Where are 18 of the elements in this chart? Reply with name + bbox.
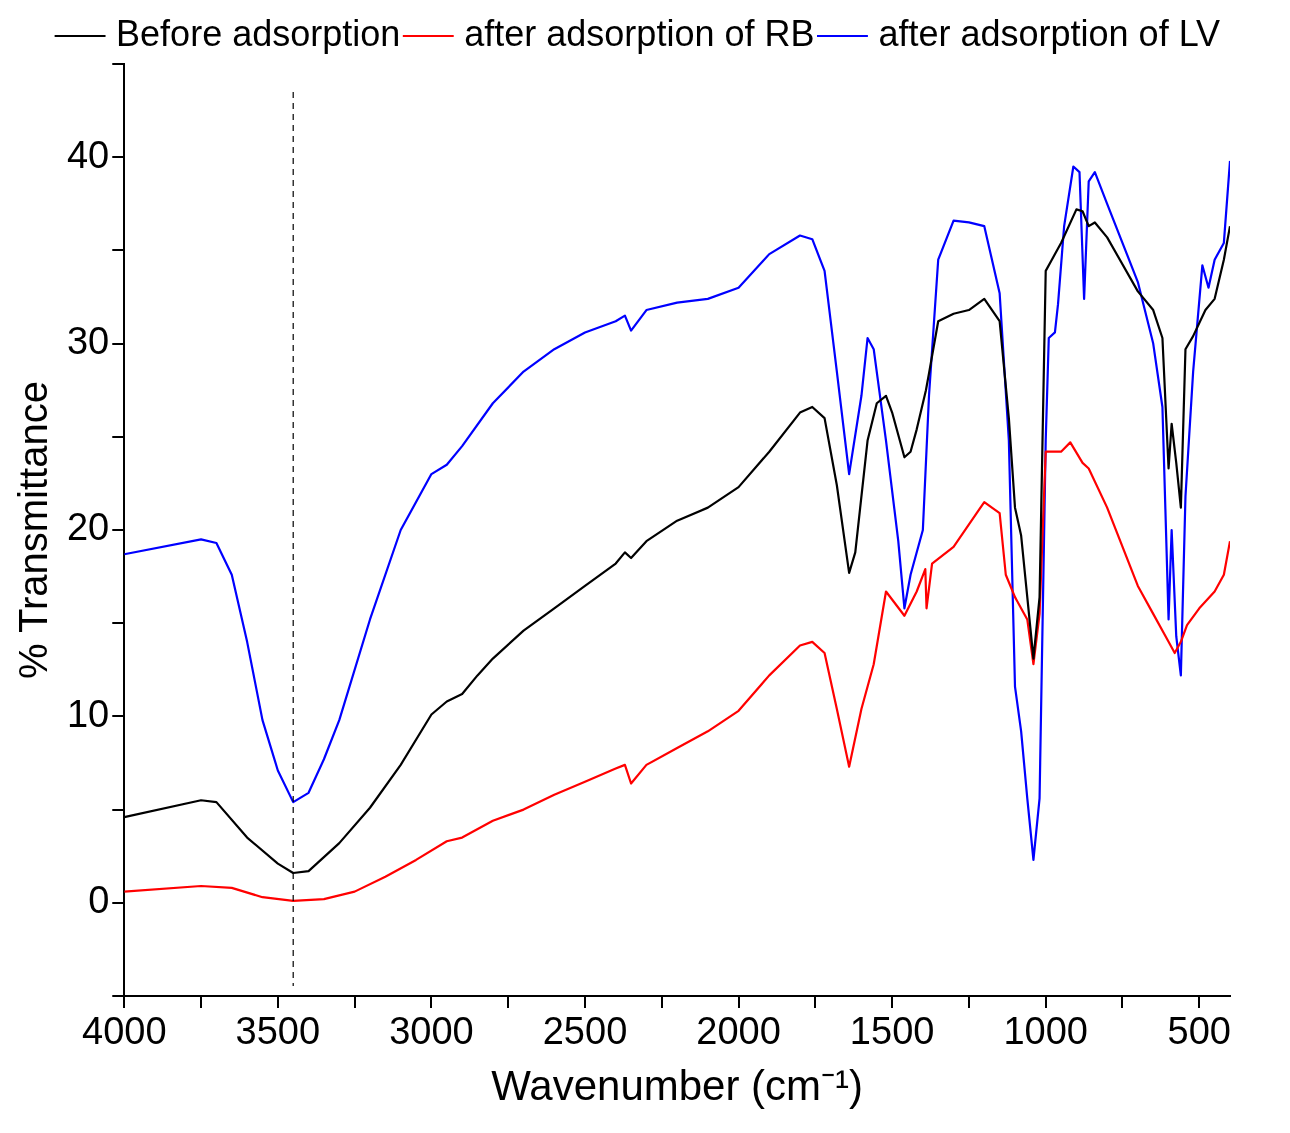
y-tick-label: 20 [66, 506, 110, 549]
x-tick-label: 500 [1167, 1010, 1231, 1053]
y-axis-title: % Transmittance [11, 381, 56, 679]
x-tick-label: 3000 [389, 1010, 474, 1053]
legend-label: after adsorption of RB [464, 12, 815, 54]
y-tick-label: 0 [88, 879, 110, 922]
x-tick-label: 2000 [696, 1010, 781, 1053]
x-tick-label: 1500 [849, 1010, 935, 1053]
y-tick-label: 40 [66, 133, 110, 176]
x-tick-label: 2500 [542, 1010, 628, 1053]
y-tick-label: 30 [66, 320, 110, 363]
x-tick-label: 4000 [81, 1010, 167, 1053]
legend-label: after adsorption of LV [878, 12, 1220, 54]
x-tick-label: 3500 [235, 1010, 321, 1053]
x-axis-title: Wavenumber (cm⁻¹) [491, 1062, 864, 1110]
x-tick-label: 1000 [1003, 1010, 1088, 1053]
y-tick-label: 10 [66, 692, 110, 735]
legend-label: Before adsorption [116, 12, 401, 54]
